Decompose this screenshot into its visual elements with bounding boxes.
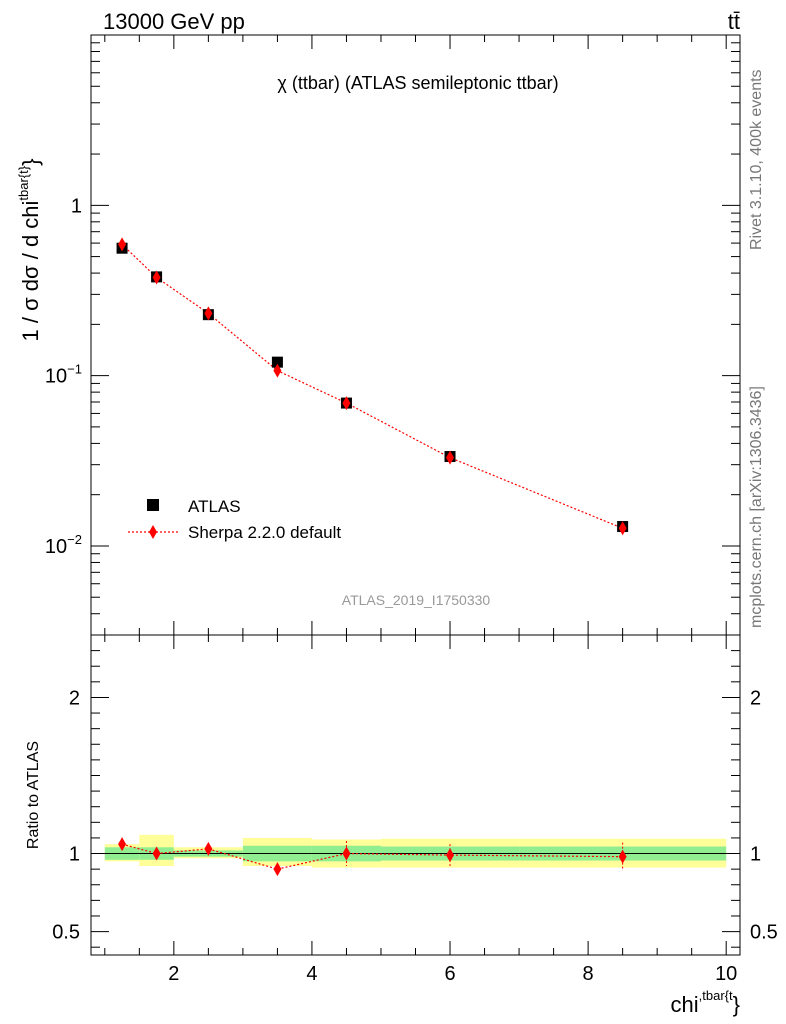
main-y-axis-title-main: 1 / σ dσ / d chi xyxy=(18,201,43,342)
ratio-y-tick-label-right: 1 xyxy=(750,844,761,866)
ratio-ticks xyxy=(91,635,740,955)
ratio-sherpa-points xyxy=(118,837,627,877)
ratio-panel: 0.5 0.5 1 1 2 2 2 4 6 8 10 Ratio to ATLAS chi,tba… xyxy=(25,634,778,1017)
x-tick-label: 2 xyxy=(168,963,179,985)
x-tick-label: 8 xyxy=(583,963,594,985)
main-y-axis-title-close: } xyxy=(18,159,43,166)
ratio-y-tick-label: 2 xyxy=(69,687,80,709)
main-title: χ (ttbar) (ATLAS semileptonic ttbar) xyxy=(277,73,558,93)
sherpa-point xyxy=(152,270,161,285)
ratio-y-tick-label: 1 xyxy=(69,844,80,866)
sherpa-point xyxy=(342,396,351,411)
main-frame xyxy=(90,34,741,636)
legend: ATLAS Sherpa 2.2.0 default xyxy=(128,497,341,542)
main-y-axis-title: 1 / σ dσ / d chitbar{t}} xyxy=(16,159,43,342)
main-y-tick-labels: 1 10−1 10−2 xyxy=(45,195,82,558)
ratio-frame xyxy=(90,634,741,956)
sherpa-point xyxy=(273,363,282,378)
legend-sherpa-marker xyxy=(149,525,157,539)
sherpa-point xyxy=(204,306,213,321)
ratio-sherpa-point xyxy=(152,846,161,861)
legend-atlas-label: ATLAS xyxy=(188,497,241,516)
ratio-y-tick-label-right: 2 xyxy=(750,687,761,709)
x-tick-label: 6 xyxy=(444,963,455,985)
rivet-label: Rivet 3.1.10, 400k events xyxy=(748,69,765,250)
x-axis-title-sup: ,tbar{t xyxy=(699,988,733,1003)
main-y-tick-label: 10−2 xyxy=(45,532,82,558)
mcplots-label: mcplots.cern.ch [arXiv:1306.3436] xyxy=(748,386,765,628)
ratio-y-tick-label: 0.5 xyxy=(52,922,80,944)
main-y-tick-label: 10−1 xyxy=(45,362,82,388)
atlas-points xyxy=(116,242,629,533)
legend-sherpa-label: Sherpa 2.2.0 default xyxy=(188,523,341,542)
analysis-id: ATLAS_2019_I1750330 xyxy=(342,592,491,608)
main-y-tick-label: 1 xyxy=(71,195,82,217)
x-tick-label: 4 xyxy=(306,963,317,985)
main-y-axis-title-sup: tbar{t} xyxy=(16,165,31,200)
sherpa-point xyxy=(118,237,127,252)
atlas-point xyxy=(271,356,283,368)
main-panel: 1 10−1 10−2 χ (ttbar) (ATLAS semileptonic … xyxy=(16,34,741,636)
ratio-sherpa-point xyxy=(204,841,213,856)
ratio-sherpa-point xyxy=(342,846,351,861)
ratio-sherpa-point xyxy=(118,837,127,852)
x-tick-label: 10 xyxy=(715,963,737,985)
legend-atlas-marker xyxy=(147,499,159,511)
ratio-sherpa-point xyxy=(618,849,627,864)
x-tick-labels: 2 4 6 8 10 xyxy=(168,963,737,985)
process-label: tt̄ xyxy=(728,9,740,34)
sherpa-points xyxy=(118,237,627,536)
sherpa-point xyxy=(618,521,627,536)
sherpa-connecting-line xyxy=(121,243,623,529)
main-ticks xyxy=(91,35,740,636)
x-axis-title-close: } xyxy=(733,992,740,1017)
ratio-y-tick-labels: 0.5 0.5 1 1 2 2 xyxy=(52,687,778,943)
ratio-y-tick-label-right: 0.5 xyxy=(750,922,778,944)
ratio-y-axis-title: Ratio to ATLAS xyxy=(25,741,42,849)
energy-label: 13000 GeV pp xyxy=(103,9,245,34)
x-axis-title: chi,tbar{t} xyxy=(671,988,740,1017)
x-axis-title-main: chi xyxy=(671,992,699,1017)
sherpa-point xyxy=(446,450,455,465)
ratio-sherpa-point xyxy=(273,862,282,877)
ratio-sherpa-point xyxy=(446,848,455,863)
ratio-bands xyxy=(104,834,727,868)
